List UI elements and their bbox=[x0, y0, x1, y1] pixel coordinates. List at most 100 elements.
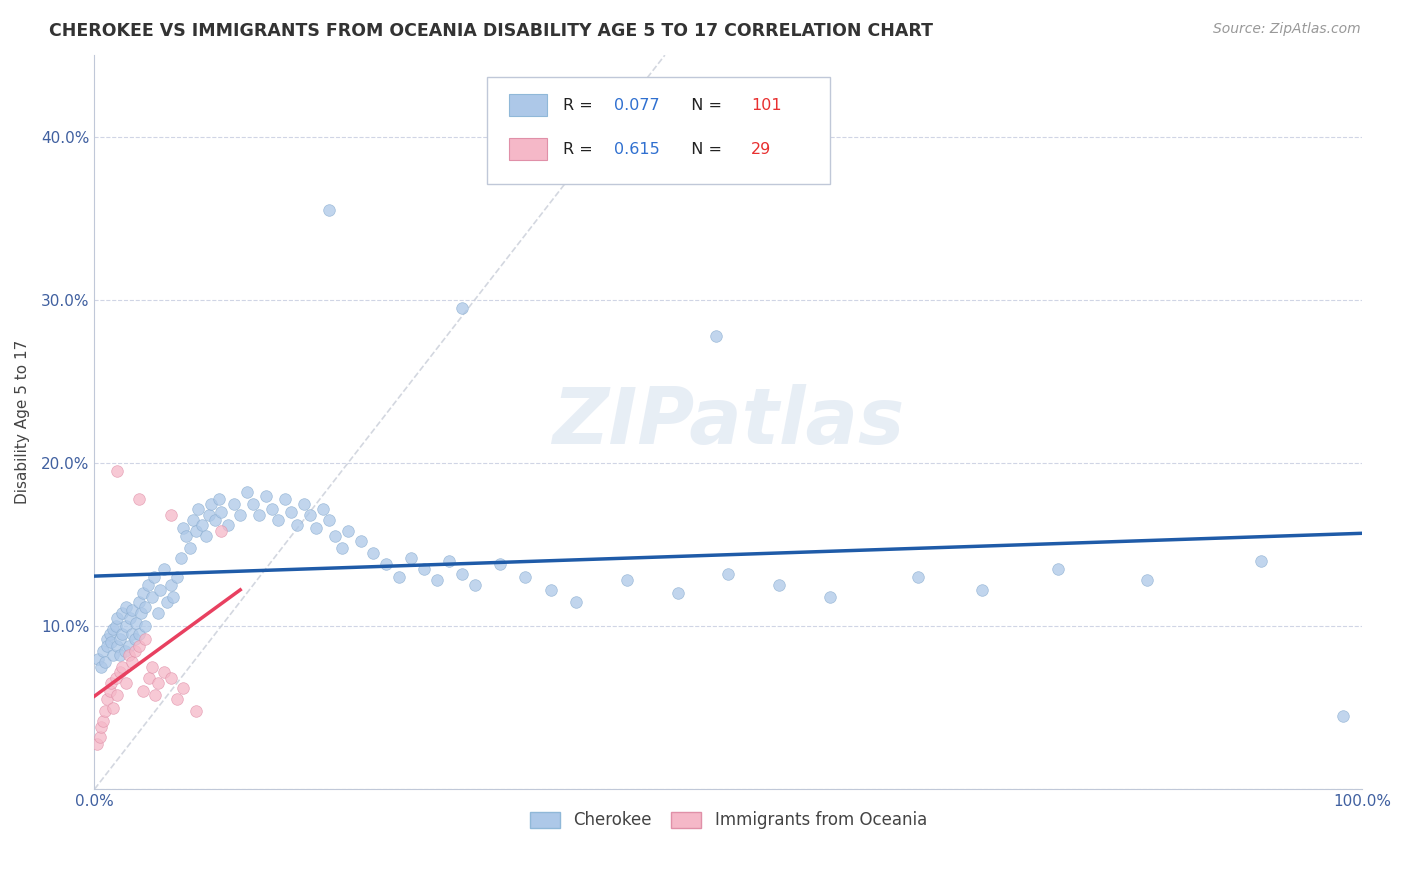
Text: 0.077: 0.077 bbox=[614, 97, 659, 112]
Point bbox=[197, 508, 219, 523]
Text: 0.615: 0.615 bbox=[614, 142, 659, 157]
Point bbox=[108, 665, 131, 679]
Point bbox=[235, 485, 257, 500]
Point bbox=[426, 574, 449, 588]
Point bbox=[115, 619, 138, 633]
Text: 101: 101 bbox=[751, 97, 782, 112]
Point bbox=[172, 681, 194, 695]
Point bbox=[131, 586, 153, 600]
Point bbox=[118, 611, 141, 625]
Point bbox=[336, 524, 359, 539]
Point bbox=[143, 688, 166, 702]
Point bbox=[115, 676, 138, 690]
Point bbox=[100, 676, 122, 690]
Point bbox=[93, 655, 115, 669]
Point bbox=[118, 648, 141, 663]
Point bbox=[93, 643, 115, 657]
Point bbox=[115, 599, 138, 614]
Point bbox=[159, 671, 181, 685]
Point bbox=[159, 578, 181, 592]
Point bbox=[451, 301, 474, 315]
Text: R =: R = bbox=[564, 142, 599, 157]
Point bbox=[114, 643, 136, 657]
Point bbox=[128, 594, 150, 608]
Y-axis label: Disability Age 5 to 17: Disability Age 5 to 17 bbox=[15, 340, 30, 504]
Point bbox=[388, 570, 411, 584]
Point bbox=[666, 586, 689, 600]
Point bbox=[247, 508, 270, 523]
Point bbox=[134, 599, 156, 614]
Point bbox=[209, 524, 232, 539]
Point bbox=[87, 651, 110, 665]
Point bbox=[131, 684, 153, 698]
Legend: Cherokee, Immigrants from Oceania: Cherokee, Immigrants from Oceania bbox=[523, 805, 934, 836]
Point bbox=[401, 550, 423, 565]
Point bbox=[907, 570, 929, 584]
Point bbox=[280, 505, 302, 519]
Point bbox=[184, 704, 207, 718]
Point bbox=[105, 619, 128, 633]
Point bbox=[143, 570, 166, 584]
Point bbox=[111, 606, 134, 620]
Point bbox=[204, 513, 226, 527]
Point bbox=[136, 578, 159, 592]
Point bbox=[111, 660, 134, 674]
Point bbox=[209, 505, 232, 519]
Point bbox=[162, 590, 184, 604]
Point bbox=[100, 635, 122, 649]
Point bbox=[105, 611, 128, 625]
Point bbox=[134, 619, 156, 633]
Point bbox=[1250, 554, 1272, 568]
Point bbox=[111, 627, 134, 641]
Point bbox=[166, 570, 188, 584]
Point bbox=[172, 521, 194, 535]
Point bbox=[105, 688, 128, 702]
Text: N =: N = bbox=[682, 97, 727, 112]
Point bbox=[413, 562, 436, 576]
Point bbox=[540, 583, 562, 598]
Point bbox=[103, 648, 125, 663]
Point bbox=[138, 671, 160, 685]
Point bbox=[121, 627, 143, 641]
Text: ZIPatlas: ZIPatlas bbox=[553, 384, 904, 460]
FancyBboxPatch shape bbox=[509, 94, 547, 116]
Point bbox=[305, 521, 328, 535]
Point bbox=[515, 570, 537, 584]
Point bbox=[292, 497, 315, 511]
Point bbox=[1331, 708, 1354, 723]
Point bbox=[260, 501, 283, 516]
Point bbox=[141, 660, 163, 674]
Point bbox=[121, 603, 143, 617]
Point bbox=[156, 594, 179, 608]
Point bbox=[200, 497, 222, 511]
Point bbox=[970, 583, 993, 598]
Point bbox=[118, 639, 141, 653]
Point bbox=[105, 464, 128, 478]
Point bbox=[128, 491, 150, 506]
Point bbox=[285, 518, 308, 533]
Point bbox=[330, 541, 353, 555]
Point bbox=[108, 632, 131, 647]
Point bbox=[149, 583, 172, 598]
Point bbox=[363, 546, 385, 560]
Point bbox=[98, 684, 121, 698]
Point bbox=[439, 554, 461, 568]
Point bbox=[375, 557, 398, 571]
Point bbox=[153, 562, 176, 576]
Point bbox=[159, 508, 181, 523]
Point bbox=[96, 632, 118, 647]
Point bbox=[184, 524, 207, 539]
Point bbox=[323, 529, 346, 543]
Point bbox=[717, 566, 740, 581]
Point bbox=[187, 501, 209, 516]
Point bbox=[121, 655, 143, 669]
Point bbox=[128, 627, 150, 641]
Point bbox=[350, 534, 373, 549]
Point bbox=[273, 491, 295, 506]
Point bbox=[125, 615, 148, 630]
Point bbox=[174, 529, 197, 543]
FancyBboxPatch shape bbox=[509, 138, 547, 160]
Point bbox=[146, 676, 169, 690]
Point bbox=[105, 639, 128, 653]
Point bbox=[166, 692, 188, 706]
